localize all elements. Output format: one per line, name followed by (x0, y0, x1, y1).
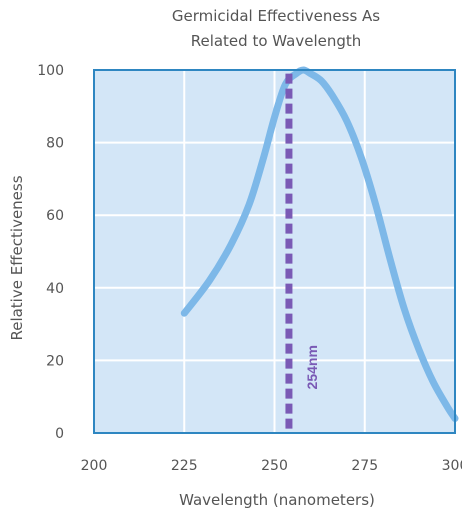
y-tick-label: 60 (46, 208, 64, 224)
x-tick-label: 275 (351, 458, 378, 474)
marker-254nm-label: 254nm (304, 345, 320, 389)
effectiveness-curve (180, 66, 459, 422)
x-tick-label: 250 (261, 458, 288, 474)
y-tick-label: 0 (55, 426, 64, 442)
y-tick-label: 20 (46, 353, 64, 369)
x-axis-label: Wavelength (nanometers) (179, 491, 375, 509)
y-tick-label: 80 (46, 136, 64, 152)
chart-title-line-1: Germicidal Effectiveness As (172, 7, 380, 25)
plot-frame (93, 69, 456, 434)
grid (94, 70, 455, 433)
x-axis-ticks: 200 225 250 275 300 (81, 458, 462, 474)
y-tick-label: 40 (46, 281, 64, 297)
y-axis-label: Relative Effectiveness (8, 175, 26, 340)
chart-title-line-2: Related to Wavelength (191, 32, 362, 50)
x-tick-label: 225 (171, 458, 198, 474)
x-tick-label: 300 (442, 458, 462, 474)
y-axis-ticks: 0 20 40 60 80 100 (37, 63, 64, 442)
y-tick-label: 100 (37, 63, 64, 79)
x-tick-label: 200 (81, 458, 108, 474)
